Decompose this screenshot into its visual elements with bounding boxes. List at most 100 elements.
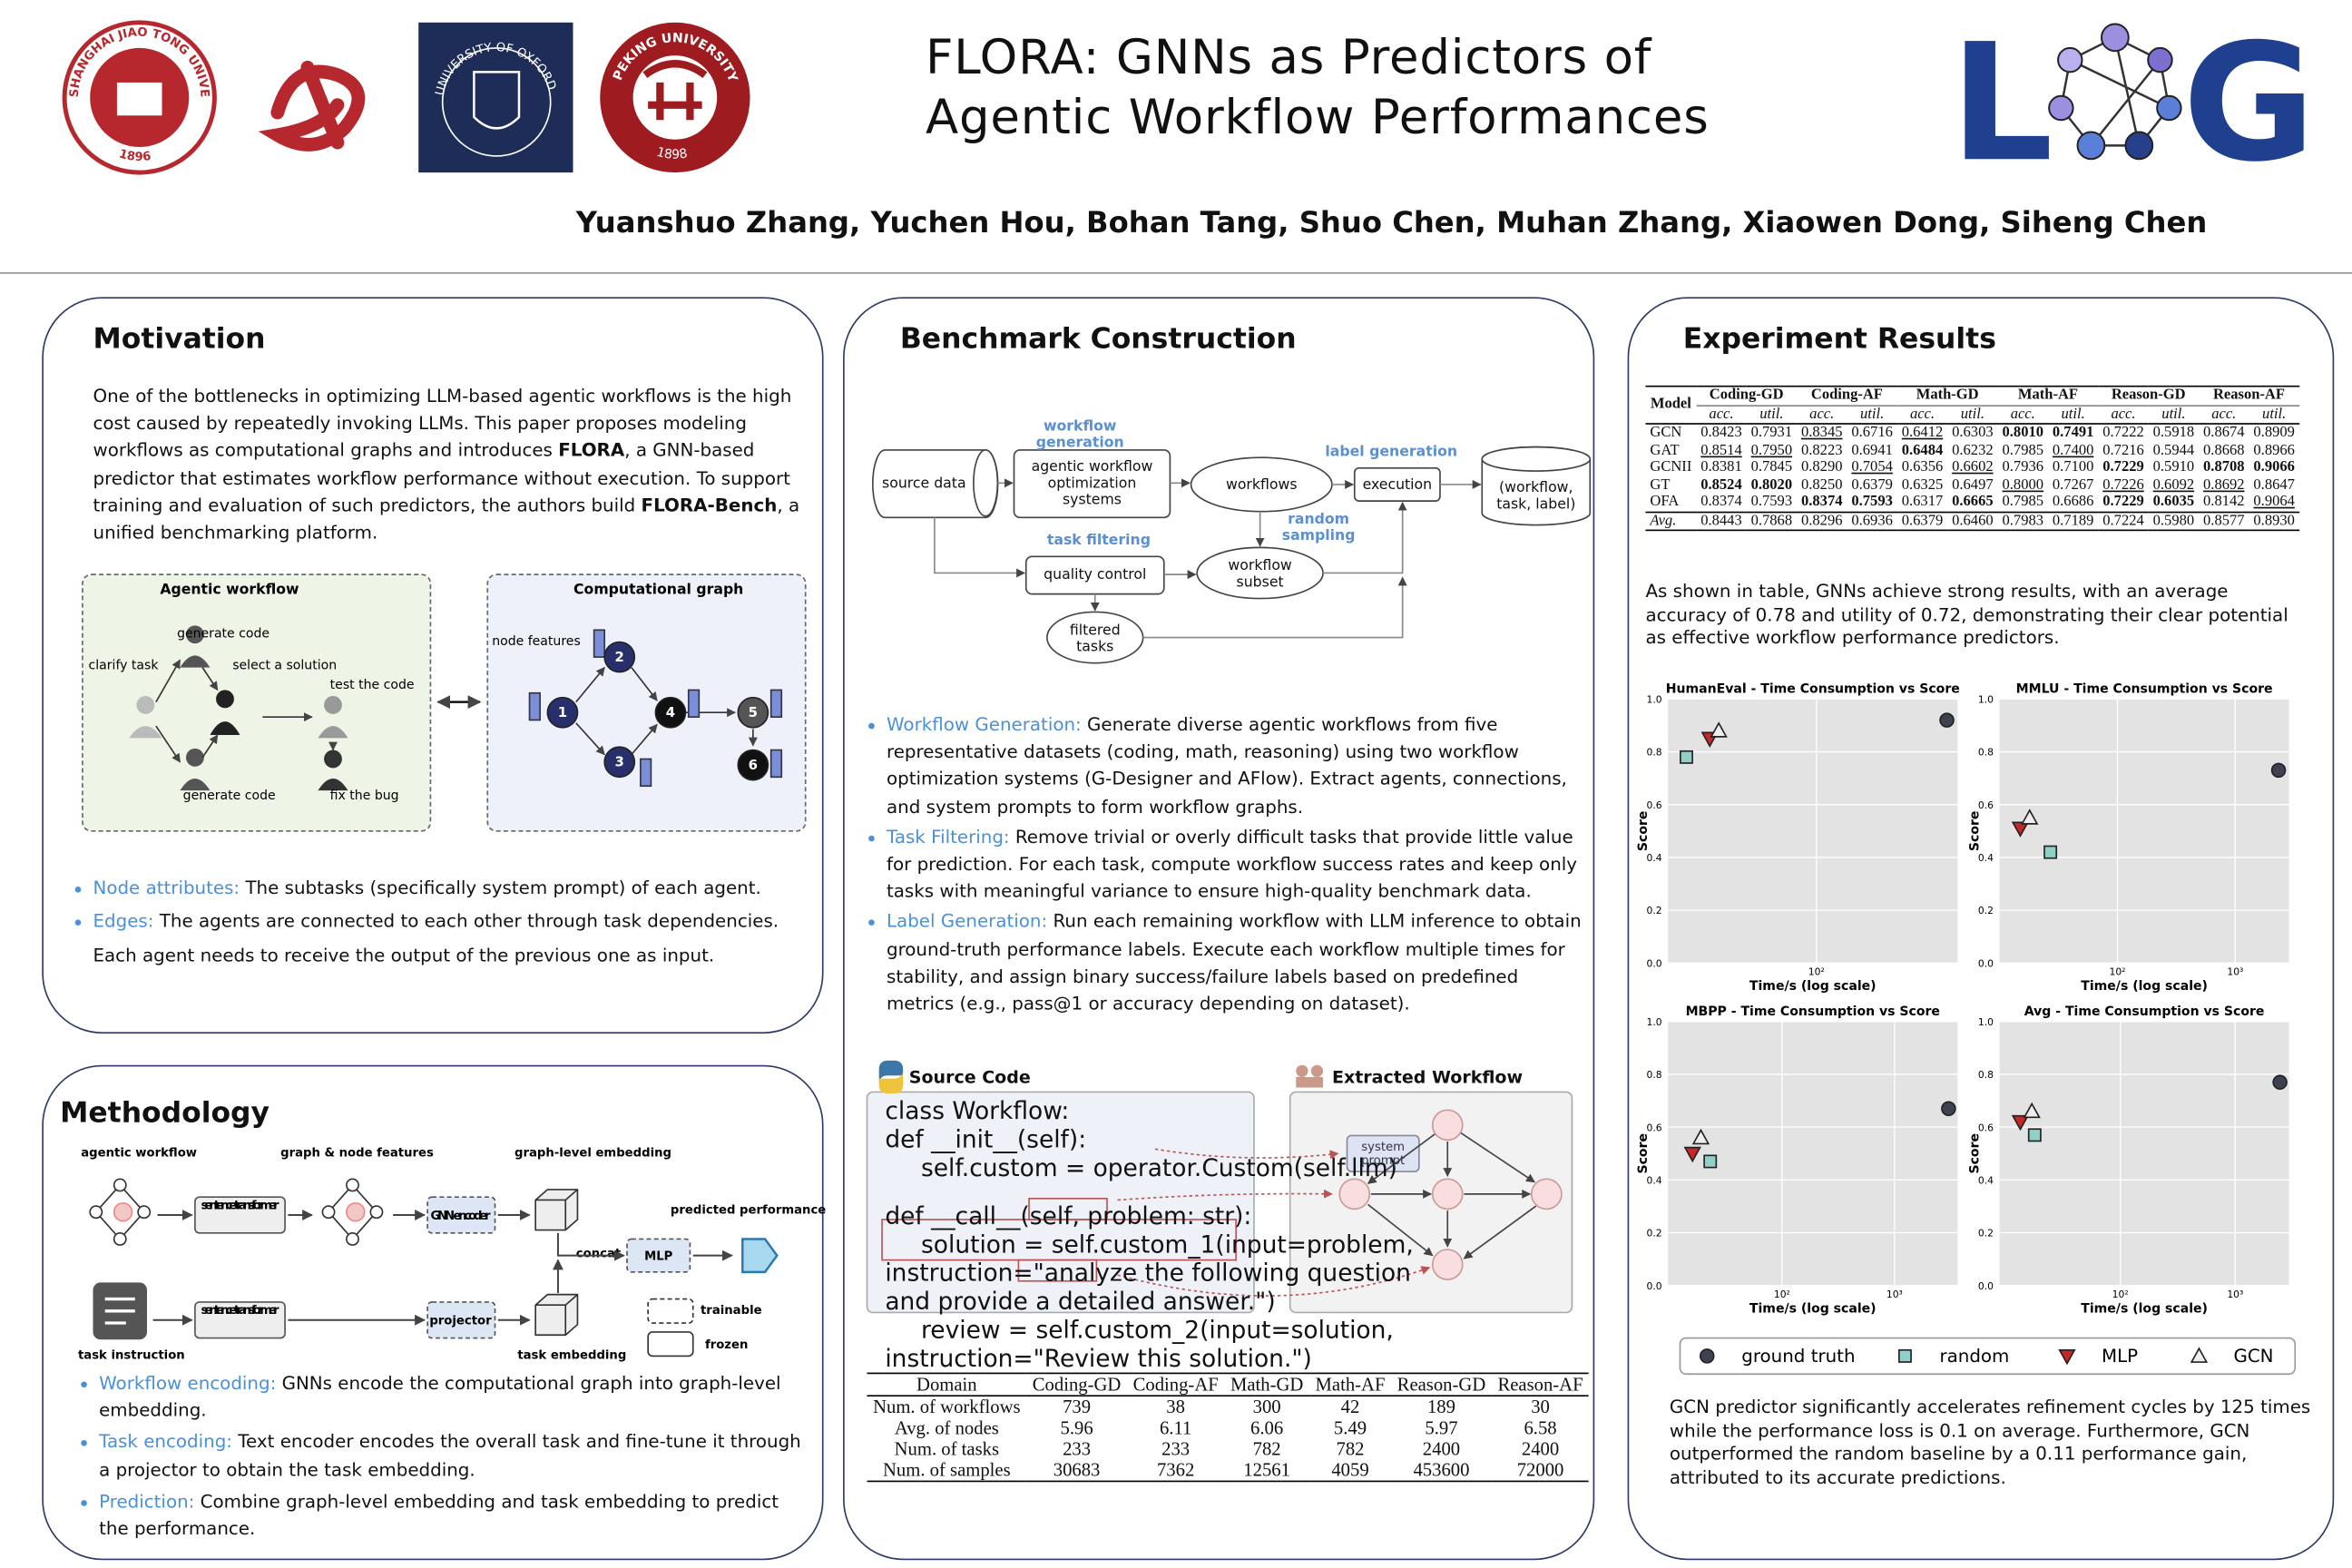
- shape: 1896: [117, 147, 152, 164]
- table-cell: 189: [1426, 1396, 1455, 1418]
- shape: [603, 746, 636, 779]
- shape: [575, 722, 605, 756]
- title-line: Agentic Workflow Performances: [925, 88, 1710, 146]
- bullet-label: Node attributes:: [93, 877, 240, 899]
- bullet-list: Workflow encoding: GNNs encode the compu…: [78, 1369, 813, 1542]
- table-cell: 0.8514: [1700, 441, 1742, 459]
- shape: [687, 689, 701, 719]
- shape: [973, 449, 999, 517]
- table-cell: 0.8381: [1700, 458, 1742, 476]
- table-cell: 0.7985: [2002, 441, 2043, 459]
- y-tick-label: 0.8: [1647, 747, 1662, 759]
- y-tick-label: 1.0: [1647, 693, 1662, 705]
- x-tick-label: 10³: [2227, 1289, 2243, 1300]
- plot-title: MMLU - Time Consumption vs Score: [2016, 682, 2273, 697]
- agent-label: fix the bug: [330, 789, 399, 803]
- table-cell: 5.96: [1060, 1417, 1093, 1439]
- text: FLORA: [558, 440, 625, 462]
- table-cell: 0.8577: [2203, 512, 2245, 529]
- agent-label: generate code: [183, 789, 276, 803]
- legend-label: GCN: [2233, 1346, 2273, 1367]
- y-tick-label: 0.6: [1978, 1122, 1994, 1133]
- table-cell: 0.9066: [2253, 458, 2295, 476]
- panel-title: Source Code: [908, 1066, 1031, 1088]
- table-cell: 0.8296: [1801, 512, 1843, 529]
- code-line: self.custom = operator.Custom(self.llm): [921, 1153, 1397, 1182]
- y-tick-label: 0.6: [1647, 1122, 1662, 1133]
- shape: [546, 641, 769, 781]
- bullet-list: Node attributes: The subtasks (specifica…: [72, 875, 807, 936]
- shape: [1463, 1205, 1537, 1259]
- y-tick-label: 0.4: [1647, 852, 1662, 864]
- table-row: OFA 0.8374 0.7593 0.8374 0.7593 0.6317 0.6665 0…: [1645, 494, 2298, 512]
- table-header: Model Coding-GD Coding-AF Math-GD Math-AF Rea…: [1645, 386, 2299, 425]
- shape: [866, 1091, 1255, 1314]
- table-row: GCN 0.8423 0.7931 0.8345 0.6716 0.6412 0.6303 0…: [1645, 424, 2298, 442]
- shape: [640, 758, 652, 788]
- table-cell: 300: [1252, 1396, 1281, 1418]
- y-axis-label: Score: [1636, 811, 1651, 852]
- shape: [1296, 1064, 1324, 1088]
- subheader-cell: acc.: [2111, 406, 2136, 423]
- table-cell: 0.6232: [1952, 441, 1994, 459]
- shape: [129, 726, 162, 739]
- shape: 1 2 3 4 5 6: [558, 649, 758, 773]
- table-cell: 0.7983: [2002, 512, 2043, 529]
- shape: [324, 750, 342, 769]
- bullet: Workflow Generation: Generate diverse ag…: [866, 711, 1583, 820]
- table-cell: 0.6936: [1851, 512, 1893, 529]
- flow-node: agentic workflow optimization systems: [1031, 458, 1153, 509]
- shape: [185, 625, 204, 644]
- table-cell: 0.8966: [2253, 441, 2295, 459]
- table-cell: 0.7216: [2102, 441, 2144, 459]
- table-cell: 739: [1063, 1396, 1092, 1418]
- diagram-label: trainable: [701, 1304, 762, 1318]
- y-tick-label: 1.0: [1647, 1016, 1662, 1028]
- table-cell: 0.7400: [2052, 441, 2094, 459]
- table-cell: 0.7267: [2052, 475, 2094, 494]
- shape: [1367, 1132, 1438, 1184]
- table-cell: 0.8524: [1700, 475, 1742, 494]
- plot-area: [1999, 1021, 2289, 1286]
- table-cell: 0.8020: [1750, 475, 1793, 494]
- shape: [647, 1298, 694, 1324]
- table-row: Num. of workflows 739 38 300 42 189 30: [867, 1396, 1589, 1417]
- shape: [934, 517, 1026, 578]
- point: [1897, 1348, 1912, 1363]
- diagram-label: predicted performance: [671, 1203, 826, 1217]
- diagram-label: agentic workflow: [81, 1147, 197, 1161]
- table-cell: Avg. of nodes: [894, 1417, 999, 1439]
- box-label: sentence transformer: [201, 1199, 279, 1212]
- shape: [201, 734, 219, 759]
- header-cell: Reason-GD: [2098, 386, 2200, 407]
- table: Domain Coding-GD Coding-AF Math-GD Math-AF Re…: [867, 1372, 1590, 1483]
- bullet-text: Text encoder encodes the overall task an…: [99, 1431, 801, 1480]
- shape: [137, 1205, 152, 1220]
- header-cell: Coding-GD: [1032, 1374, 1122, 1396]
- table-cell: 0.7100: [2052, 458, 2094, 476]
- shape: sentence transformer sentence transforme…: [201, 1199, 673, 1328]
- note: Each agent needs to receive the output o…: [93, 945, 715, 966]
- table-subheader: acc. util. acc. util. acc. util. acc. util. acc.…: [1645, 405, 2299, 425]
- table-cell: 7362: [1156, 1459, 1195, 1481]
- shape: [2048, 23, 2182, 161]
- shape: [535, 1189, 578, 1230]
- y-tick-label: 0.0: [1978, 1280, 1994, 1292]
- point: [2011, 821, 2030, 838]
- node-label: 5: [749, 704, 758, 720]
- table-cell: 233: [1063, 1438, 1092, 1460]
- table-cell: 0.8930: [2253, 512, 2295, 529]
- code-block: class Workflow: def __init__(self): self.c…: [885, 1096, 1413, 1372]
- box-label: MLP: [644, 1250, 673, 1264]
- header-cell: Model: [1645, 386, 1697, 425]
- section-heading: Benchmark Construction: [899, 322, 1297, 356]
- table-cell: 0.5918: [2152, 424, 2195, 442]
- flow-node: filtered tasks: [1069, 622, 1121, 655]
- table-cell: 0.7593: [1750, 493, 1793, 511]
- table-cell: 0.8909: [2253, 424, 2295, 442]
- bullet-text: Generate diverse agentic workflows from …: [886, 713, 1567, 818]
- shape: [872, 446, 1592, 664]
- box-label: GNN encoder: [430, 1210, 491, 1223]
- text: , a GNN-based predictor that estimates w…: [93, 440, 790, 516]
- section-heading: Methodology: [60, 1096, 270, 1130]
